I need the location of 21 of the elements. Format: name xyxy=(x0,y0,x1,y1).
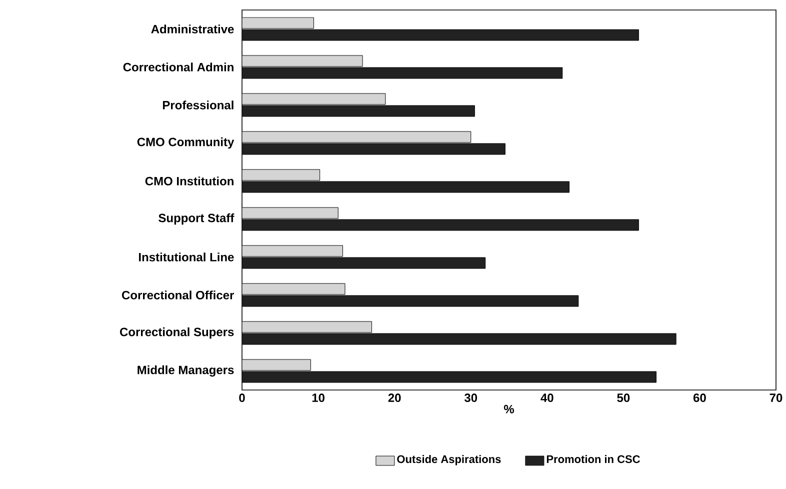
x-axis-title: % xyxy=(504,404,514,414)
y-tick-label: Middle Managers xyxy=(138,365,234,377)
y-tick-label: Administrative xyxy=(151,24,234,34)
x-tick-label: 50 xyxy=(617,394,630,402)
y-tick-label: Correctional Admin xyxy=(123,62,234,72)
y-tick-label: Correctional Supers xyxy=(120,327,234,339)
x-tick-label: 40 xyxy=(540,394,554,402)
legend-label: Promotion in CSC xyxy=(546,454,640,464)
y-tick-label: Support Staff xyxy=(158,213,234,225)
x-tick-label: 10 xyxy=(312,394,324,402)
y-tick-label: Professional xyxy=(162,100,234,110)
y-tick-label: Correctional Officer xyxy=(122,290,234,300)
y-tick-label: CMO Community xyxy=(137,137,234,149)
x-tick-label: 70 xyxy=(770,394,782,402)
x-tick-label: 60 xyxy=(693,394,706,402)
y-tick-label: Institutional Line xyxy=(139,252,234,262)
x-tick-label: 0 xyxy=(239,394,245,402)
legend-label: Outside Aspirations xyxy=(397,454,501,466)
y-tick-label: CMO Institution xyxy=(145,176,234,186)
x-tick-label: 30 xyxy=(464,394,478,402)
x-tick-label: 20 xyxy=(388,394,401,402)
